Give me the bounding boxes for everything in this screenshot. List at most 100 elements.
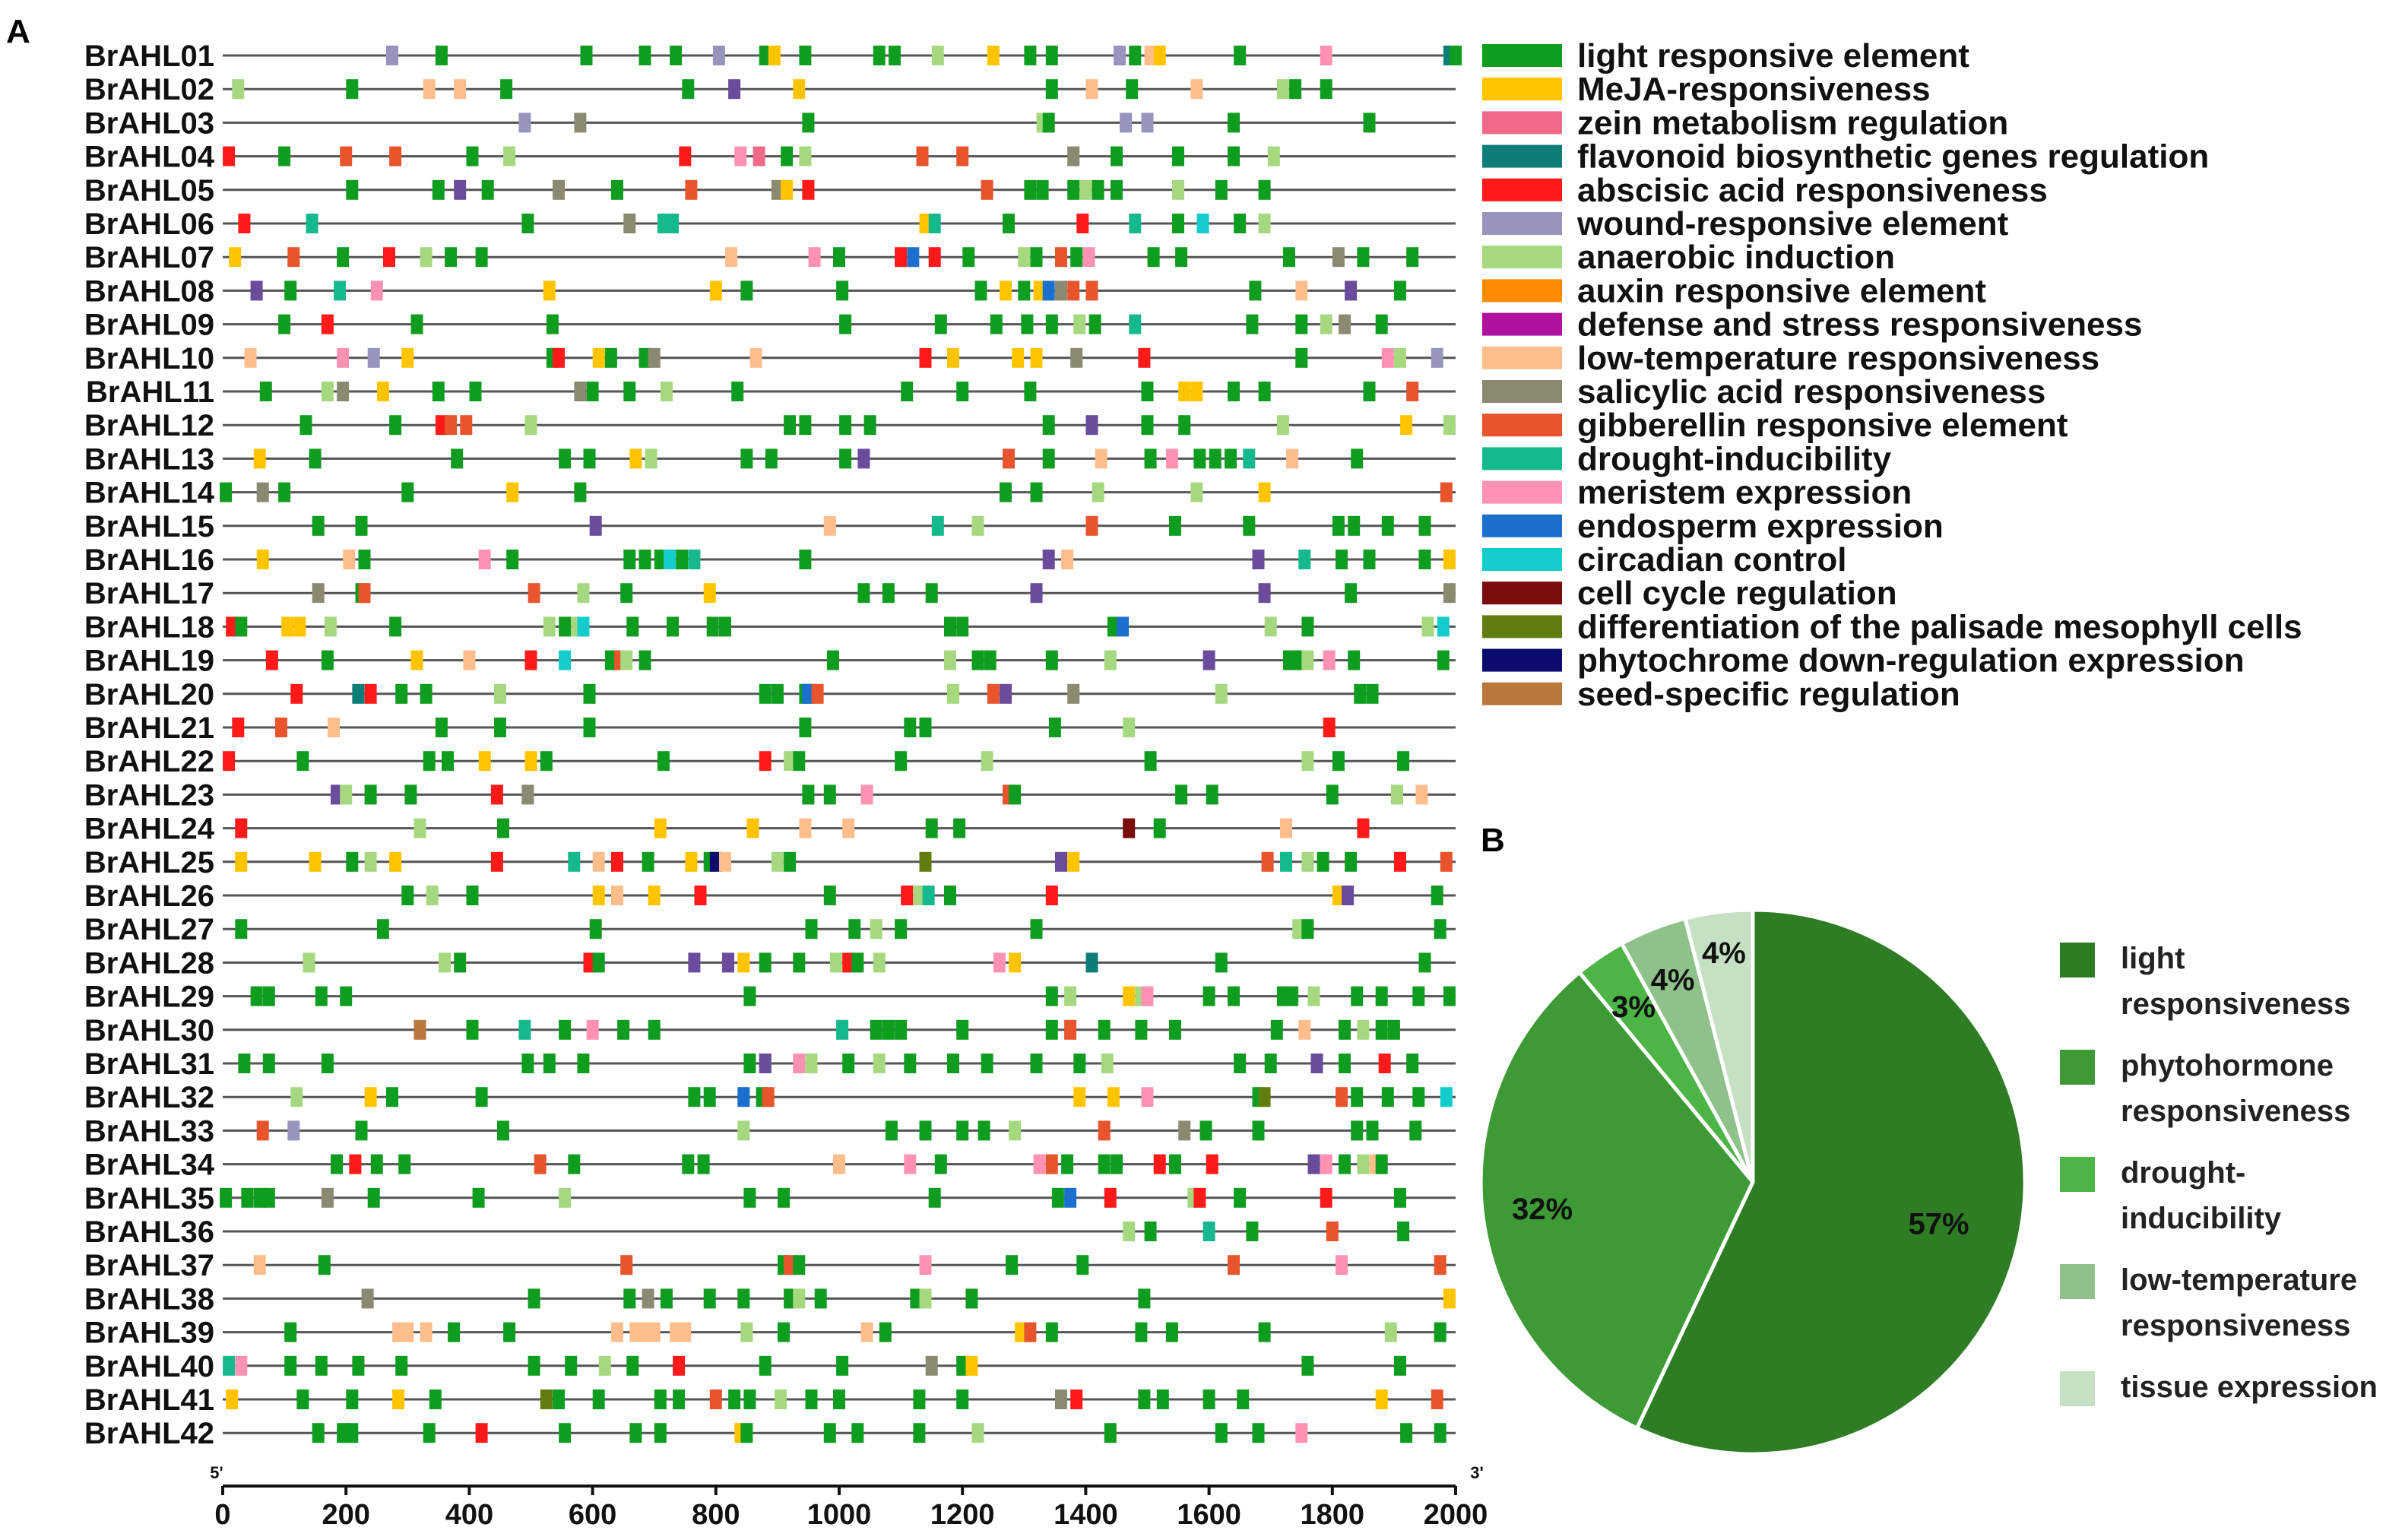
- cis-element-light: [956, 382, 968, 401]
- cis-element-aba: [1206, 1155, 1218, 1174]
- cis-element-meja: [987, 46, 1000, 65]
- cis-element-light: [889, 46, 901, 65]
- cis-element-light: [1351, 1087, 1363, 1107]
- cis-element-light: [497, 819, 509, 838]
- cis-element-meristem: [1034, 1155, 1046, 1174]
- cis-element-anaerobic: [1172, 180, 1184, 200]
- cis-element-light: [1138, 1288, 1150, 1308]
- cis-element-light: [793, 952, 805, 972]
- cis-element-light: [528, 1288, 540, 1308]
- cis-element-light: [1317, 852, 1329, 872]
- cis-element-light: [220, 483, 232, 502]
- gene-row: BrAHL10: [84, 342, 1456, 375]
- cis-element-aba: [1046, 886, 1058, 905]
- pie-legend-label: tissue expression: [2121, 1370, 2378, 1404]
- cis-element-meristem: [1320, 1155, 1332, 1174]
- cis-element-light: [799, 550, 811, 569]
- cis-element-light: [365, 784, 377, 804]
- cis-element-wound: [1114, 46, 1126, 65]
- cis-element-light: [740, 448, 753, 468]
- cis-element-light: [639, 651, 651, 670]
- cis-element-meristem: [1382, 348, 1394, 368]
- cis-element-aba: [1076, 214, 1088, 233]
- gene-label: BrAHL05: [84, 174, 214, 208]
- cis-element-aba: [349, 1155, 361, 1174]
- cis-element-light: [1234, 1054, 1246, 1073]
- cis-element-light: [1203, 987, 1215, 1006]
- cis-element-meja: [747, 819, 759, 838]
- cis-element-light: [1000, 483, 1012, 502]
- cis-element-light: [1283, 247, 1295, 267]
- gene-label: BrAHL37: [84, 1249, 214, 1282]
- legend-swatch: [1482, 313, 1562, 336]
- legend-swatch: [1482, 347, 1562, 369]
- cis-element-light: [1024, 46, 1036, 65]
- gene-row: BrAHL26: [84, 879, 1456, 913]
- legend-label: low-temperature responsiveness: [1577, 340, 2099, 377]
- cis-element-light: [411, 315, 423, 334]
- gene-row: BrAHL30: [84, 1014, 1456, 1047]
- cis-element-circadian: [1440, 1087, 1453, 1107]
- cis-element-meristem: [587, 1020, 599, 1040]
- cis-element-light: [654, 1423, 667, 1443]
- cis-element-light: [389, 415, 401, 435]
- cis-element-light: [1172, 147, 1184, 166]
- gene-row: BrAHL02: [84, 73, 1456, 106]
- cis-element-light: [1409, 1120, 1421, 1140]
- cis-element-light: [654, 1389, 667, 1409]
- cis-element-light: [1142, 415, 1154, 435]
- cis-element-light: [901, 382, 913, 401]
- cis-element-anaerobic: [1101, 1054, 1114, 1073]
- cis-element-light: [620, 583, 632, 603]
- cis-element-aba: [232, 718, 244, 737]
- cis-element-light: [1400, 1423, 1412, 1443]
- pie-legend-swatch: [2060, 1371, 2095, 1406]
- cis-element-anaerobic: [1357, 1020, 1369, 1040]
- pie-legend-label-line2: responsiveness: [2121, 1095, 2350, 1128]
- gene-row: BrAHL32: [84, 1081, 1456, 1114]
- cis-element-purple: [1043, 550, 1055, 569]
- cis-element-light: [913, 1389, 925, 1409]
- cis-element-aba: [901, 886, 913, 905]
- cis-element-light: [346, 1423, 358, 1443]
- cis-element-light: [857, 583, 870, 603]
- cis-element-light: [322, 651, 334, 670]
- cis-element-ga: [275, 718, 287, 737]
- cis-element-circadian: [577, 616, 589, 636]
- gene-row: BrAHL39: [84, 1317, 1456, 1350]
- cis-element-light: [926, 583, 938, 603]
- cis-element-drought: [1298, 550, 1310, 569]
- cis-element-circadian: [1197, 214, 1209, 233]
- gene-row: BrAHL29: [84, 981, 1456, 1014]
- cis-element-light: [235, 616, 247, 636]
- cis-element-light: [1295, 315, 1307, 334]
- cis-element-light: [1339, 1054, 1351, 1073]
- legend-swatch: [1482, 481, 1562, 504]
- cis-element-wound: [713, 46, 725, 65]
- cis-element-light: [740, 280, 753, 300]
- cis-element-light: [528, 1356, 540, 1376]
- cis-element-lowtemp: [593, 852, 605, 872]
- cis-element-light: [476, 247, 488, 267]
- cis-element-ga: [1024, 1323, 1036, 1342]
- cis-element-meristem: [1142, 1087, 1154, 1107]
- cis-element-light: [975, 280, 987, 300]
- gene-label: BrAHL01: [84, 40, 214, 73]
- gene-row: BrAHL03: [84, 106, 1456, 140]
- cis-element-ga: [445, 415, 457, 435]
- cis-element-wound: [518, 112, 531, 132]
- cis-element-light: [956, 1020, 968, 1040]
- cis-element-anaerobic: [1277, 79, 1289, 99]
- cis-element-light: [451, 448, 463, 468]
- cis-element-light: [824, 1423, 836, 1443]
- cis-element-light: [1246, 1222, 1258, 1241]
- cis-element-light: [759, 952, 772, 972]
- cis-element-light: [315, 987, 328, 1006]
- cis-element-light: [553, 1389, 565, 1409]
- cis-element-anaerobic: [290, 1087, 303, 1107]
- cis-element-light: [626, 1356, 638, 1376]
- cis-element-light: [1169, 1020, 1181, 1040]
- cis-element-light: [337, 247, 349, 267]
- cis-element-meja: [525, 751, 537, 771]
- cis-element-light: [895, 751, 907, 771]
